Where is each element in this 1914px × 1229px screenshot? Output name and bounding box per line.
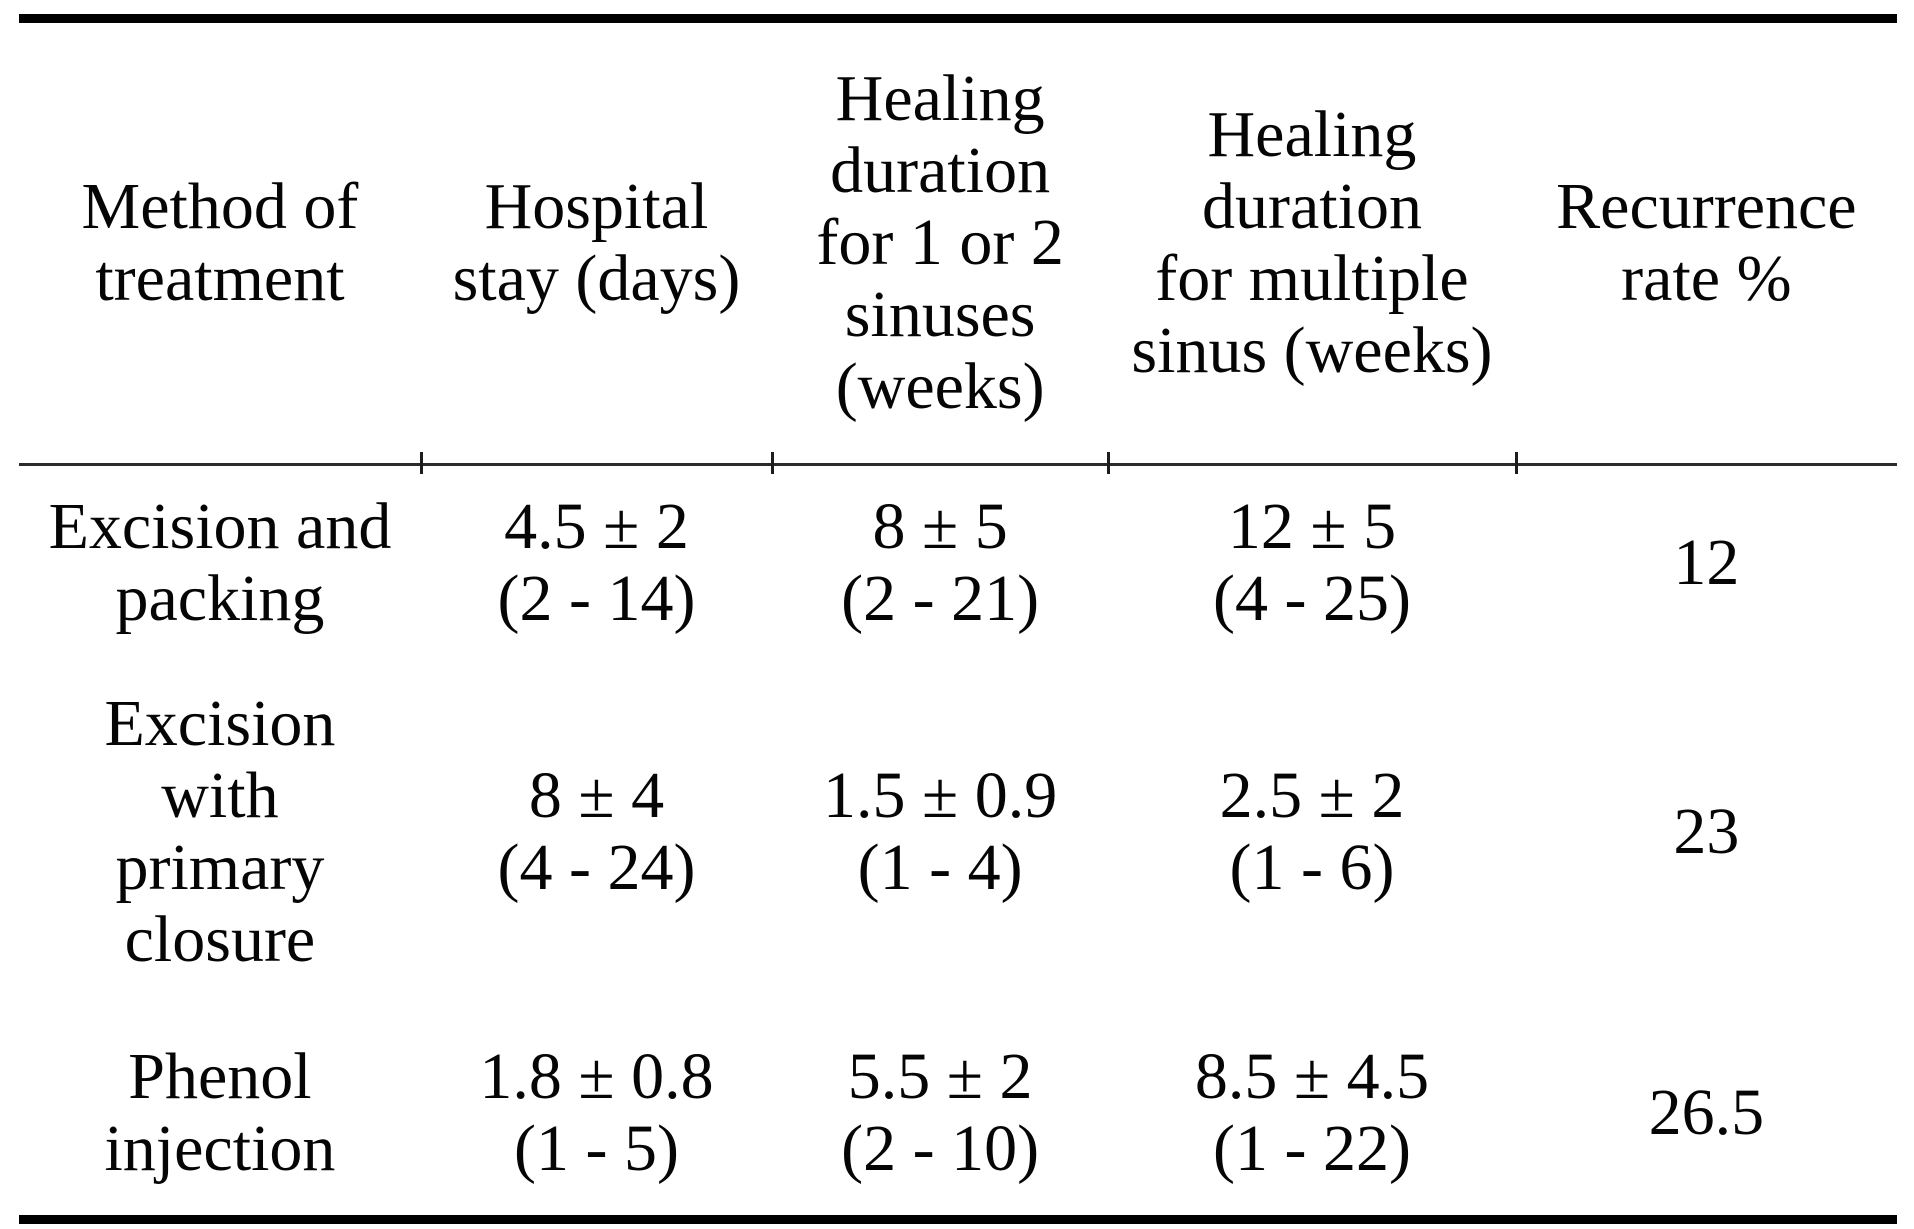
mean-sd-value: 1.8 ± 0.8 xyxy=(479,1040,714,1113)
mean-sd-value: 8 ± 4 xyxy=(528,759,665,832)
header-label: Healing duration for 1 or 2 sinuses (wee… xyxy=(816,62,1064,423)
cell-healing-multiple-sinus: 8.5 ± 4.5 (1 - 22) xyxy=(1108,1009,1516,1220)
cell-method: Excision with primary closure xyxy=(104,687,336,976)
header-label: Hospital stay (days) xyxy=(452,170,741,315)
cell-hospital-stay: 4.5 ± 2 (2 - 14) xyxy=(421,465,772,663)
cell-method: Phenol injection xyxy=(104,1040,336,1185)
range-value: (1 - 6) xyxy=(1229,831,1395,904)
mean-sd-value: 8 ± 5 xyxy=(872,490,1008,563)
range-value: (4 - 24) xyxy=(497,831,696,904)
range-value: (1 - 5) xyxy=(514,1112,679,1185)
mean-sd-value: 12 ± 5 xyxy=(1227,490,1397,563)
cell-recurrence-rate: 12 xyxy=(1673,526,1740,599)
header-label: Recurrence rate % xyxy=(1556,170,1857,315)
range-value: (2 - 10) xyxy=(841,1112,1040,1185)
table-row-excision-and-packing: Excision and packing 4.5 ± 2 (2 - 14) 8 … xyxy=(19,465,1897,663)
table-row-excision-with-primary-closure: Excision with primary closure 8 ± 4 (4 -… xyxy=(19,662,1897,1009)
col-header-recurrence-rate: Recurrence rate % xyxy=(1515,18,1897,466)
cell-recurrence-rate: 26.5 xyxy=(1648,1076,1765,1149)
mean-sd-value: 5.5 ± 2 xyxy=(847,1040,1033,1113)
col-header-healing-duration-multiple-sinus: Healing duration for multiple sinus (wee… xyxy=(1108,18,1518,474)
header-label: Method of treatment xyxy=(81,170,359,315)
cell-healing-1-2-sinuses: 1.5 ± 0.9 (1 - 4) xyxy=(772,662,1108,1009)
header-row: Method of treatment Hospital stay (days)… xyxy=(19,18,1897,474)
range-value: (2 - 21) xyxy=(841,562,1040,635)
header-label: Healing duration for multiple sinus (wee… xyxy=(1131,98,1493,387)
range-value: (1 - 4) xyxy=(857,831,1023,904)
mean-sd-value: 2.5 ± 2 xyxy=(1219,759,1405,832)
cell-healing-multiple-sinus: 12 ± 5 (4 - 25) xyxy=(1108,465,1516,663)
range-value: (1 - 22) xyxy=(1213,1112,1411,1185)
range-value: (2 - 14) xyxy=(497,562,696,635)
cell-method: Excision and packing xyxy=(48,490,392,635)
mean-sd-value: 8.5 ± 4.5 xyxy=(1194,1040,1430,1113)
cell-healing-1-2-sinuses: 5.5 ± 2 (2 - 10) xyxy=(772,1009,1108,1220)
cell-hospital-stay: 1.8 ± 0.8 (1 - 5) xyxy=(421,1009,772,1220)
col-header-hospital-stay: Hospital stay (days) xyxy=(420,18,775,474)
treatment-outcomes-table: Method of treatment Hospital stay (days)… xyxy=(19,14,1897,1224)
mean-sd-value: 4.5 ± 2 xyxy=(504,490,689,563)
range-value: (4 - 25) xyxy=(1213,562,1411,635)
col-header-healing-duration-1-or-2-sinuses: Healing duration for 1 or 2 sinuses (wee… xyxy=(772,18,1111,474)
cell-hospital-stay: 8 ± 4 (4 - 24) xyxy=(421,662,772,1009)
mean-sd-value: 1.5 ± 0.9 xyxy=(823,759,1058,832)
col-header-method-of-treatment: Method of treatment xyxy=(19,18,423,474)
cell-recurrence-rate: 23 xyxy=(1673,795,1740,868)
table-row-phenol-injection: Phenol injection 1.8 ± 0.8 (1 - 5) 5.5 ±… xyxy=(19,1009,1897,1220)
cell-healing-multiple-sinus: 2.5 ± 2 (1 - 6) xyxy=(1108,662,1516,1009)
cell-healing-1-2-sinuses: 8 ± 5 (2 - 21) xyxy=(772,465,1108,663)
